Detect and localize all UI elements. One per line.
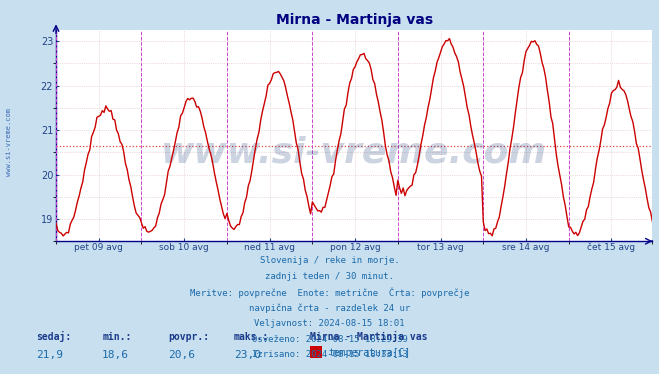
Text: Slovenija / reke in morje.: Slovenija / reke in morje.	[260, 256, 399, 265]
Text: 18,6: 18,6	[102, 350, 129, 360]
Text: Meritve: povprečne  Enote: metrične  Črta: povprečje: Meritve: povprečne Enote: metrične Črta:…	[190, 288, 469, 298]
Text: 21,9: 21,9	[36, 350, 63, 360]
Text: www.si-vreme.com: www.si-vreme.com	[5, 108, 12, 176]
Text: navpična črta - razdelek 24 ur: navpična črta - razdelek 24 ur	[249, 303, 410, 313]
Text: maks.:: maks.:	[234, 332, 269, 342]
Text: min.:: min.:	[102, 332, 132, 342]
Text: Osveženo: 2024-08-15 18:29:39: Osveženo: 2024-08-15 18:29:39	[252, 335, 407, 344]
Title: Mirna - Martinja vas: Mirna - Martinja vas	[275, 13, 433, 27]
Text: temperatura[C]: temperatura[C]	[328, 348, 411, 358]
Text: zadnji teden / 30 minut.: zadnji teden / 30 minut.	[265, 272, 394, 281]
Text: sedaj:: sedaj:	[36, 331, 71, 342]
Text: www.si-vreme.com: www.si-vreme.com	[161, 135, 547, 169]
Text: 20,6: 20,6	[168, 350, 195, 360]
Text: Veljavnost: 2024-08-15 18:01: Veljavnost: 2024-08-15 18:01	[254, 319, 405, 328]
Text: Izrisano: 2024-08-15 18:33:13: Izrisano: 2024-08-15 18:33:13	[252, 350, 407, 359]
Text: 23,0: 23,0	[234, 350, 261, 360]
Text: povpr.:: povpr.:	[168, 332, 209, 342]
Text: Mirna - Martinja vas: Mirna - Martinja vas	[310, 331, 427, 342]
